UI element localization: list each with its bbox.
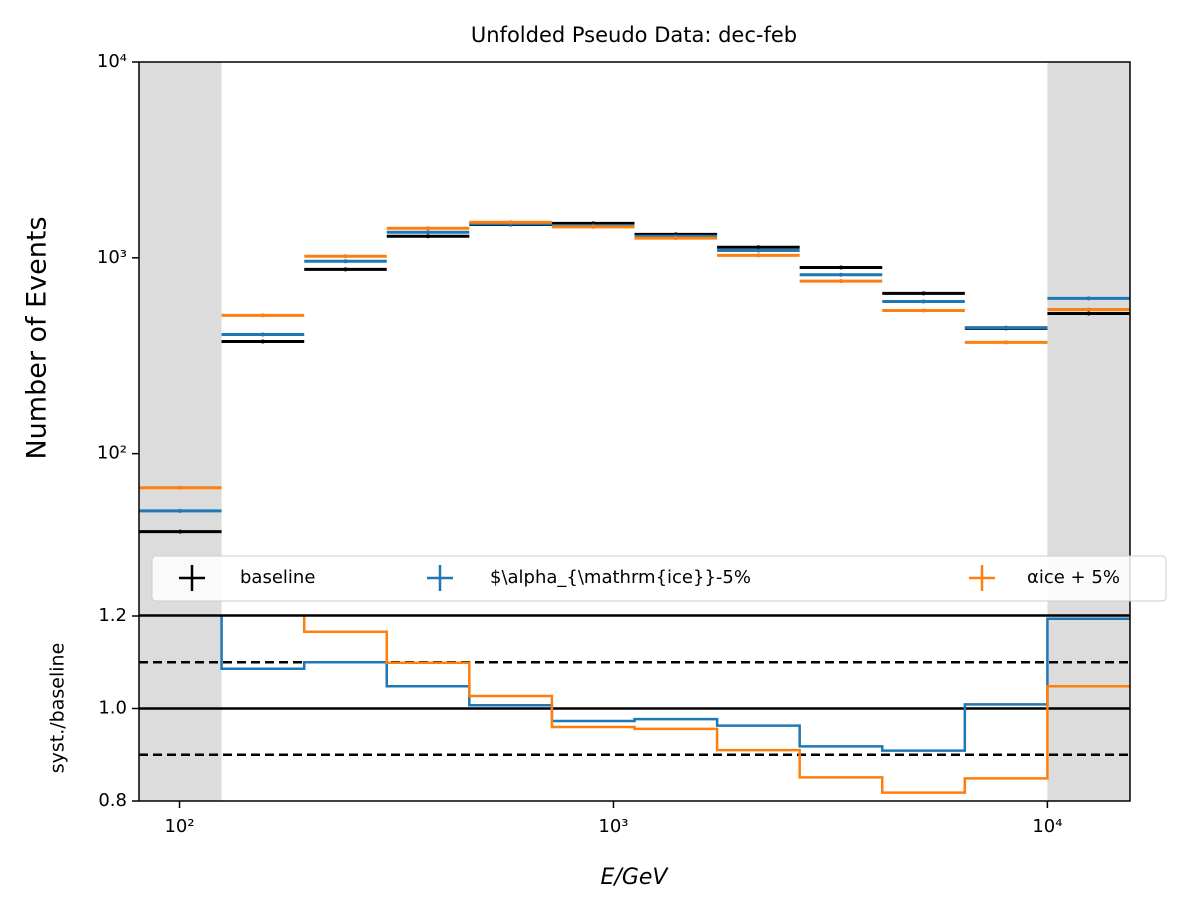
bin-center <box>1086 307 1091 312</box>
bin-center <box>426 234 431 239</box>
bin-center <box>591 224 596 229</box>
shaded-region <box>139 62 222 615</box>
bin-center <box>178 508 183 513</box>
y-tick-label: 1.2 <box>98 605 127 626</box>
bin-center <box>1004 340 1009 345</box>
bin-center <box>838 265 843 270</box>
bin-center <box>756 248 761 253</box>
legend-marker <box>427 565 453 591</box>
x-axis-label: E/GeV <box>601 865 670 890</box>
plot-area <box>139 62 1130 615</box>
bin-center <box>178 529 183 534</box>
y-tick-label: 10² <box>97 443 127 464</box>
bin-center <box>343 267 348 272</box>
x-tick-label: 10⁴ <box>1032 816 1062 837</box>
bin-center <box>1086 311 1091 316</box>
bin-center <box>673 236 678 241</box>
y-tick-label: 1.0 <box>98 698 127 719</box>
x-tick-label: 10³ <box>598 816 628 837</box>
bin-center <box>343 259 348 264</box>
bin-center <box>1086 296 1091 301</box>
bin-center <box>260 332 265 337</box>
legend-label: $\alpha_{\mathrm{ice}}-5% <box>490 567 751 588</box>
legend-label: baseline <box>240 567 315 588</box>
bin-center <box>508 220 513 225</box>
bin-center <box>838 272 843 277</box>
bin-center <box>921 291 926 296</box>
legend-marker <box>179 565 205 591</box>
bin-center <box>1004 325 1009 330</box>
bin-center <box>838 279 843 284</box>
bin-center <box>260 339 265 344</box>
bin-center <box>426 226 431 231</box>
bin-center <box>921 308 926 313</box>
bin-center <box>343 254 348 259</box>
shaded-region <box>1047 62 1130 615</box>
axes-frame <box>138 61 1131 616</box>
y-tick-label: 10⁴ <box>97 51 127 72</box>
ratio-step <box>302 616 1130 794</box>
legend-marker <box>969 565 995 591</box>
ratio-step <box>220 616 1130 752</box>
bin-center <box>260 313 265 318</box>
y-tick-label: 10³ <box>97 247 127 268</box>
bin-center <box>756 253 761 258</box>
bin-center <box>426 230 431 235</box>
y-axis-label: Number of Events <box>22 216 53 459</box>
chart-title: Unfolded Pseudo Data: dec-feb <box>471 23 797 47</box>
plot-area <box>139 616 1130 801</box>
y-tick-label: 0.8 <box>98 790 127 811</box>
bin-center <box>756 245 761 250</box>
legend-label: αice + 5% <box>1027 567 1120 588</box>
y-axis-label: syst./baseline <box>47 643 69 774</box>
bin-center <box>178 485 183 490</box>
legend <box>151 555 1167 602</box>
x-tick-label: 10² <box>164 816 194 837</box>
bin-center <box>921 299 926 304</box>
